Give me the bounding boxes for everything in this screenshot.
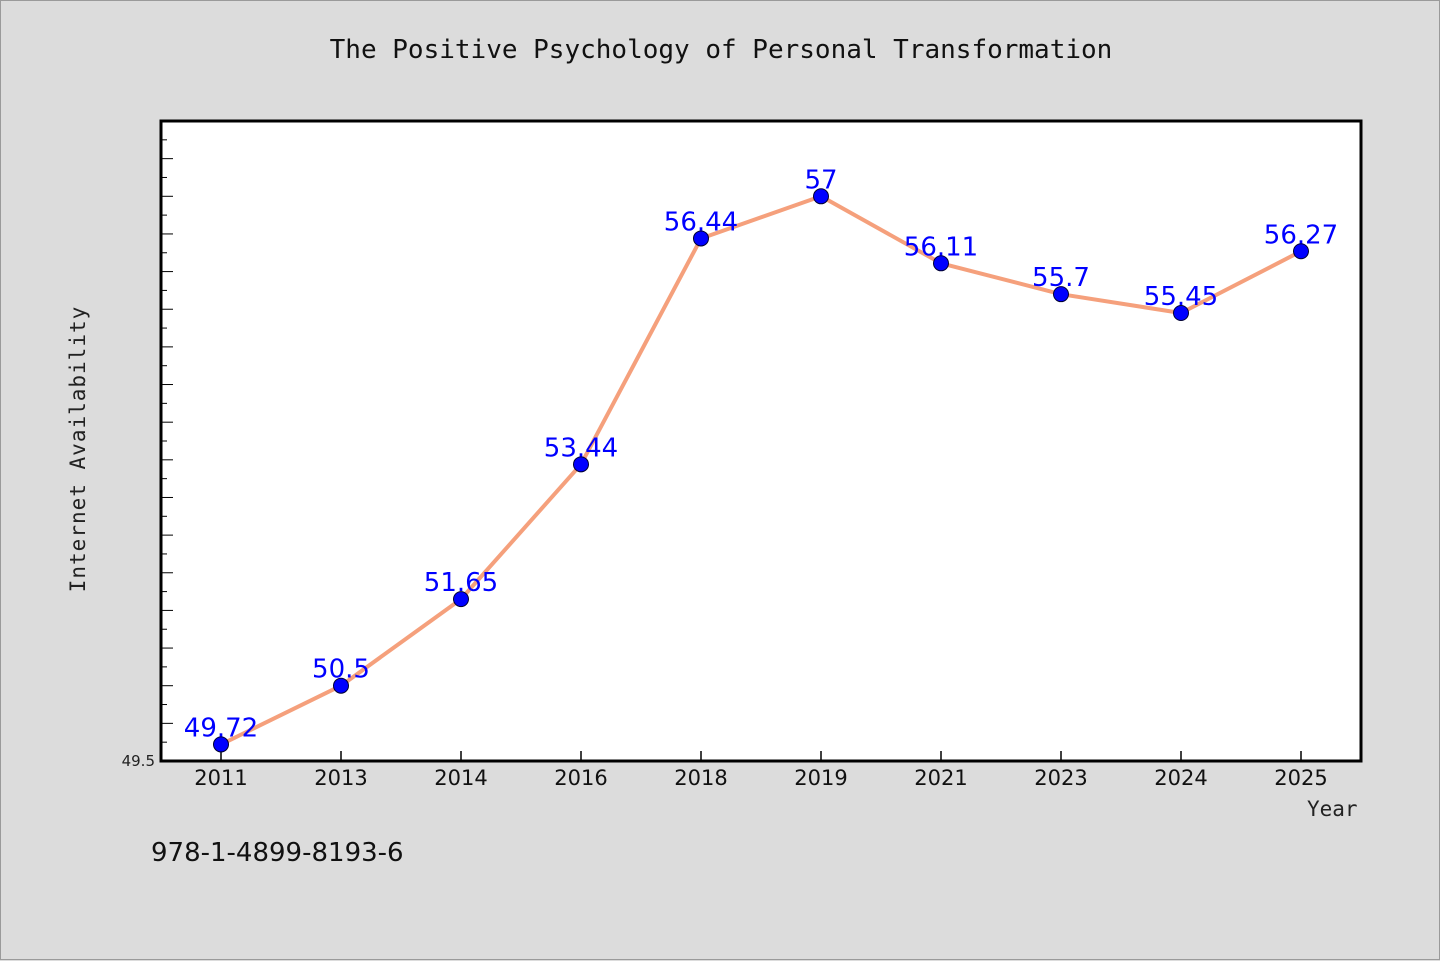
x-tick-label: 2013 (314, 766, 367, 790)
data-label: 50.5 (312, 655, 370, 685)
data-point (1293, 243, 1309, 260)
x-tick-label: 2023 (1034, 766, 1087, 790)
x-tick-label: 2016 (554, 766, 607, 790)
x-tick-label: 2018 (674, 766, 727, 790)
chart-title: The Positive Psychology of Personal Tran… (329, 35, 1113, 65)
data-point (1173, 305, 1189, 321)
x-tick-label: 2025 (1274, 766, 1327, 790)
plot-area (159, 119, 1363, 763)
data-label: 51.65 (424, 568, 498, 598)
x-tick-label: 2021 (914, 766, 967, 790)
data-label: 55.7 (1032, 263, 1090, 293)
data-label: 56.44 (664, 207, 738, 237)
data-point (333, 677, 349, 694)
x-axis-label: Year (1307, 797, 1358, 821)
data-point (1053, 286, 1069, 303)
y-tick-label: 49.5 (122, 752, 155, 770)
data-label: 53.44 (544, 433, 618, 463)
data-label: 55.45 (1144, 282, 1218, 312)
series-line (219, 194, 1303, 747)
x-tick-label: 2014 (434, 766, 487, 790)
x-tick-label: 2019 (794, 766, 847, 790)
isbn-note: 978-1-4899-8193-6 (151, 838, 404, 868)
data-point (213, 736, 229, 753)
x-tick-label: 2024 (1154, 766, 1207, 790)
data-label: 49.72 (184, 713, 258, 743)
data-point (693, 230, 709, 247)
x-tick-label: 2011 (194, 766, 247, 790)
data-label: 56.27 (1264, 220, 1338, 250)
data-label: 57 (804, 165, 837, 195)
data-point (573, 456, 589, 473)
data-point (813, 188, 829, 205)
data-label: 56.11 (904, 232, 978, 262)
data-point (933, 255, 949, 272)
data-point (453, 591, 469, 608)
